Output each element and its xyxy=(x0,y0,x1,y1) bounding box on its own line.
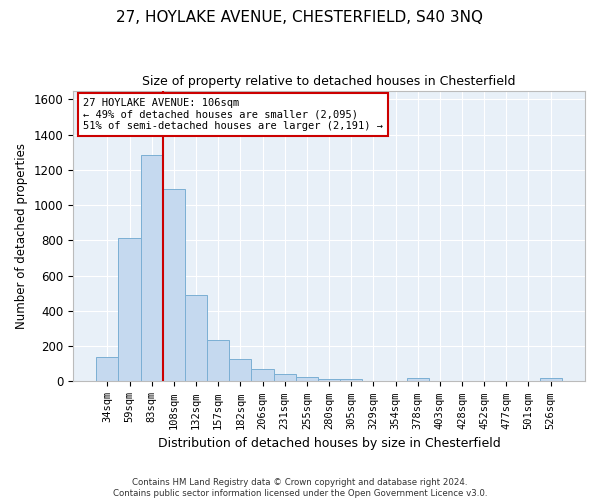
Bar xyxy=(185,295,207,382)
Bar xyxy=(96,357,118,382)
Text: Contains HM Land Registry data © Crown copyright and database right 2024.
Contai: Contains HM Land Registry data © Crown c… xyxy=(113,478,487,498)
Bar xyxy=(207,340,229,382)
Bar xyxy=(274,374,296,382)
Bar xyxy=(163,190,185,382)
Bar xyxy=(318,379,340,382)
Bar xyxy=(340,379,362,382)
Bar xyxy=(118,238,140,382)
X-axis label: Distribution of detached houses by size in Chesterfield: Distribution of detached houses by size … xyxy=(158,437,500,450)
Bar xyxy=(229,358,251,382)
Bar xyxy=(539,378,562,382)
Y-axis label: Number of detached properties: Number of detached properties xyxy=(15,143,28,329)
Text: 27, HOYLAKE AVENUE, CHESTERFIELD, S40 3NQ: 27, HOYLAKE AVENUE, CHESTERFIELD, S40 3N… xyxy=(116,10,484,25)
Bar xyxy=(296,376,318,382)
Bar xyxy=(140,155,163,382)
Title: Size of property relative to detached houses in Chesterfield: Size of property relative to detached ho… xyxy=(142,75,516,88)
Bar xyxy=(251,370,274,382)
Bar xyxy=(407,378,429,382)
Text: 27 HOYLAKE AVENUE: 106sqm
← 49% of detached houses are smaller (2,095)
51% of se: 27 HOYLAKE AVENUE: 106sqm ← 49% of detac… xyxy=(83,98,383,131)
